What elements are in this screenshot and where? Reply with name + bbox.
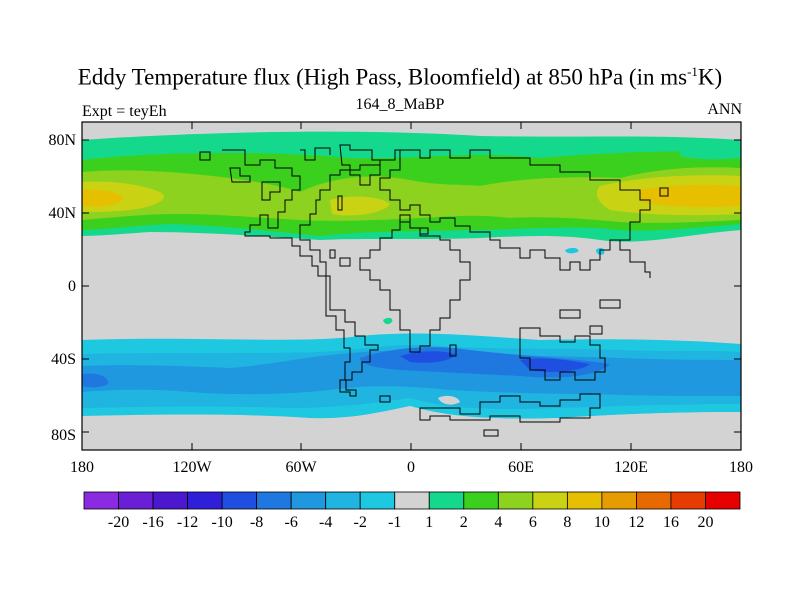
antarctic-grey [82,406,741,450]
colorbar-swatch [290,491,327,510]
colorbar-swatch [463,491,499,510]
nh-band-8-10 [82,189,124,207]
lon-label: 180 [70,459,94,476]
colorbar-swatch [636,491,672,510]
colorbar-label: 16 [663,514,679,531]
lat-label: 80S [51,427,76,444]
nh-patch [680,148,741,160]
nh-band-4-6 [82,167,741,223]
colorbar-label: 8 [563,514,571,531]
colorbar-labels: -20 -16 -12 -10 -8 -6 -4 -2 -1 1 2 4 6 8 10 12 16 20 [108,514,714,531]
colorbar-label: 4 [494,514,502,531]
period-label: 164_8_MaBP [355,96,445,113]
sh-grey-island [438,395,460,405]
sh-band-8-10 [400,351,456,363]
axis-ticks [81,122,742,450]
colorbar-swatch [325,491,361,510]
colorbar-swatch [256,491,292,510]
colorbar-label: 20 [697,514,713,531]
lon-label: 180 [729,459,753,476]
colorbar-label: -1 [388,514,401,531]
colorbar-swatch [601,491,637,510]
lon-labels: 180 120W 60W 0 60E 120E 180 [70,459,753,476]
lat-label: 0 [68,278,76,295]
colorbar-swatch [83,491,119,510]
lon-label: 120W [172,459,212,476]
colorbar-swatch [221,491,258,510]
sh-band-8-10b [520,358,590,372]
colorbar-label: -8 [250,514,263,531]
map-title: Eddy Temperature flux (High Pass, Bloomf… [77,64,723,90]
map-field [82,122,741,450]
colorbar-label: -2 [354,514,367,531]
colorbar-swatch [566,491,603,510]
colorbar-swatch [187,491,223,510]
colorbar-label: -10 [211,514,232,531]
colorbar-label: -20 [108,514,129,531]
coastlines [199,144,669,437]
colorbar-swatch [118,491,154,510]
colorbar-swatch [670,491,706,510]
colorbar-swatch [428,491,465,510]
colorbar-label: -12 [177,514,198,531]
lat-label: 40N [48,205,76,222]
nh-band-8-10b [640,184,741,208]
colorbar-swatch [394,491,430,510]
colorbar-label: 1 [425,514,433,531]
lon-label: 60W [285,459,317,476]
colorbar-label: -6 [284,514,297,531]
colorbar-swatch [359,491,396,510]
colorbar-label: 10 [594,514,610,531]
sh-band-6-8 [82,373,109,388]
colorbar-label: 2 [460,514,468,531]
colorbar-swatch [152,491,188,510]
colorbar-label: 6 [529,514,537,531]
lat-label: 80N [48,132,76,149]
lat-label: 40S [51,351,76,368]
lon-label: 60E [508,459,534,476]
colorbar-swatch [532,491,568,510]
season-label: ANN [707,101,742,118]
colorbar [83,491,741,510]
colorbar-label: -4 [319,514,332,531]
tropics-patch-1 [565,247,579,254]
lon-label: 120E [614,459,648,476]
tropics-patch-3 [383,317,393,325]
experiment-label: Expt = teyEh [82,103,167,120]
colorbar-swatch [705,491,741,510]
lon-label: 0 [407,459,415,476]
colorbar-swatch [497,491,534,510]
colorbar-label: 12 [628,514,644,531]
colorbar-label: -16 [142,514,163,531]
nh-band-6-8b [330,196,390,216]
lat-labels: 80N 40N 0 40S 80S [48,132,76,444]
